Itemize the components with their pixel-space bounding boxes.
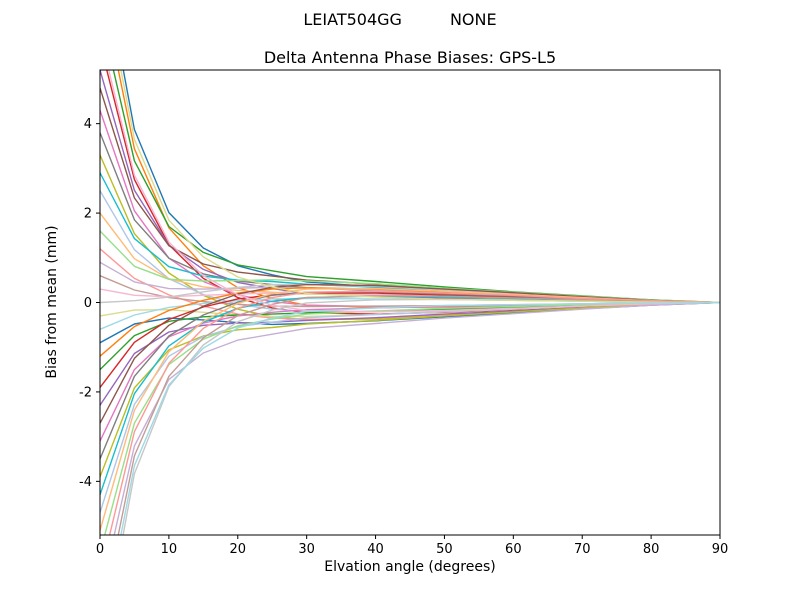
bias-line-s07 [100, 109, 720, 308]
bias-line-s34 [108, 290, 720, 535]
x-tick-label: 50 [436, 542, 453, 557]
bias-line-s36 [117, 295, 720, 535]
bias-lines-group [100, 70, 720, 535]
bias-line-s08 [100, 132, 720, 304]
x-tick-label: 60 [505, 542, 522, 557]
antenna-name: LEIAT504GG [303, 10, 402, 29]
x-tick-label: 40 [367, 542, 384, 557]
x-tick-label: 70 [574, 542, 591, 557]
x-tick-label: 80 [643, 542, 660, 557]
y-tick-label: 4 [84, 117, 92, 132]
bias-line-s32 [100, 287, 720, 531]
radome-name: NONE [449, 10, 497, 29]
bias-line-s39 [120, 70, 720, 304]
bias-line-s26 [100, 283, 720, 424]
bias-line-s30 [100, 295, 720, 496]
bias-line-s35 [113, 301, 720, 535]
y-tick-label: -4 [79, 475, 92, 490]
y-axis-label: Bias from mean (mm) [44, 225, 60, 379]
x-tick-label: 20 [230, 542, 247, 557]
x-tick-label: 0 [96, 542, 104, 557]
figure-suptitle: LEIAT504GG NONE [0, 10, 800, 29]
y-tick-label: 2 [84, 207, 92, 222]
bias-line-s31 [100, 301, 720, 513]
x-axis-label: Elvation angle (degrees) [324, 559, 496, 575]
x-tick-label: 90 [712, 542, 729, 557]
bias-line-s40 [120, 301, 720, 535]
x-tick-label: 30 [298, 542, 315, 557]
bias-line-s27 [100, 301, 720, 442]
bias-line-s29 [100, 301, 720, 478]
x-tick-label: 10 [161, 542, 178, 557]
chart-title: Delta Antenna Phase Biases: GPS-L5 [263, 48, 557, 67]
y-tick-label: -2 [79, 385, 92, 400]
bias-line-s21 [100, 301, 720, 344]
bias-line-s02 [117, 70, 720, 309]
y-tick-label: 0 [84, 296, 92, 311]
bias-line-s37 [108, 70, 720, 313]
bias-line-s01 [122, 70, 720, 304]
bias-line-s06 [100, 87, 720, 304]
bias-line-s38 [122, 298, 720, 535]
